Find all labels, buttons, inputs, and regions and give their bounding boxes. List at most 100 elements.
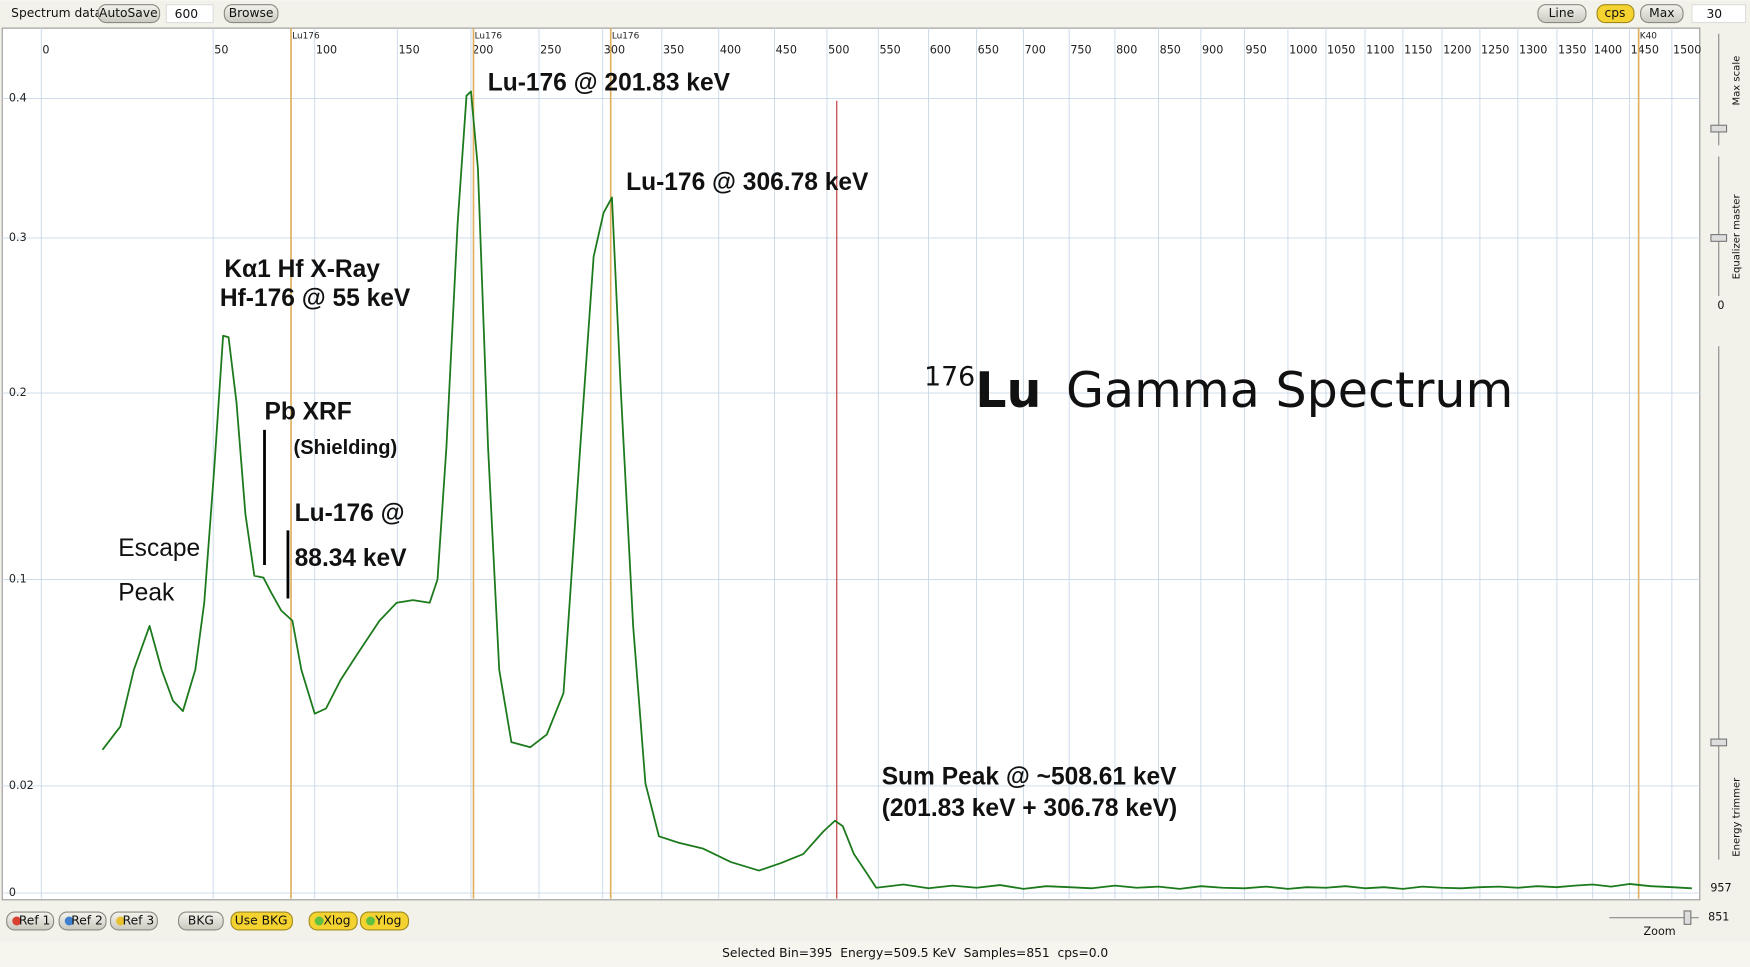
icon <box>12 916 22 926</box>
annotation: Escape <box>118 535 200 562</box>
x-tick-label: 1150 <box>1404 43 1432 56</box>
slider-thumb[interactable] <box>1710 738 1728 747</box>
slider-thumb[interactable] <box>1710 234 1728 242</box>
input-box[interactable] <box>165 4 214 24</box>
y-tick-label: 0.2 <box>9 386 27 399</box>
x-tick-label: 1250 <box>1481 43 1509 56</box>
x-tick-label: 1400 <box>1594 43 1622 56</box>
x-tick-label: 1100 <box>1366 43 1394 56</box>
use-bkg-button[interactable]: Use BKG <box>230 911 293 931</box>
annotation: Lu-176 @ 306.78 keV <box>626 169 869 196</box>
slider-thumb[interactable] <box>1710 124 1728 133</box>
title-text: Gamma Spectrum <box>1066 361 1513 419</box>
icon <box>64 916 74 926</box>
button-label: Ref 3 <box>123 914 155 928</box>
annotation: Sum Peak @ ~508.61 keV <box>882 764 1177 791</box>
toolbar-label: Spectrum data <box>11 6 102 20</box>
max-button[interactable]: Max <box>1640 4 1684 24</box>
annotation: (Shielding) <box>294 437 398 459</box>
browse-button[interactable]: Browse <box>223 4 279 24</box>
x-tick-label: 850 <box>1160 43 1181 56</box>
x-tick-label: 400 <box>720 43 741 56</box>
slider-value: 957 <box>1710 882 1731 895</box>
ref3-button[interactable]: Ref 3 <box>109 911 158 931</box>
button-label: Ref 1 <box>19 914 51 928</box>
annotation: Peak <box>118 579 175 606</box>
x-tick-label: 550 <box>879 43 900 56</box>
xlog-button[interactable]: Xlog <box>308 911 358 931</box>
slider-label: Energy trimmer <box>1732 777 1743 857</box>
annotation: Pb XRF <box>265 399 352 426</box>
x-tick-label: 700 <box>1025 43 1046 56</box>
x-tick-label: 1000 <box>1289 43 1317 56</box>
line-button[interactable]: Line <box>1537 4 1587 24</box>
status-bar <box>0 941 1750 967</box>
icon <box>366 916 375 926</box>
marker-label: Lu176 <box>612 31 640 41</box>
button-label: Ylog <box>374 914 401 928</box>
x-tick-label: 800 <box>1116 43 1137 56</box>
x-tick-label: 250 <box>540 43 561 56</box>
y-tick-label: 0.02 <box>9 779 34 792</box>
annotation: Lu-176 @ <box>295 500 405 527</box>
zoom-value: 851 <box>1708 911 1729 924</box>
x-tick-label: 50 <box>214 43 228 56</box>
samples-input: 600 <box>175 7 198 21</box>
button-label: Use BKG <box>235 914 288 928</box>
ref2-button[interactable]: Ref 2 <box>58 911 107 931</box>
marker-label: Lu176 <box>292 31 320 41</box>
x-tick-label: 650 <box>978 43 999 56</box>
x-tick-label: 1450 <box>1631 43 1659 56</box>
x-tick-label: 950 <box>1246 43 1267 56</box>
x-tick-label: 1500 <box>1673 43 1701 56</box>
icon <box>314 916 324 926</box>
annotation: 88.34 keV <box>295 545 408 572</box>
annotation: (201.83 keV + 306.78 keV) <box>882 795 1177 822</box>
button-label: Line <box>1549 6 1575 20</box>
spectrum-line <box>101 90 1692 890</box>
icon <box>116 916 125 926</box>
x-tick-label: 150 <box>398 43 419 56</box>
marker-label: Lu176 <box>475 31 503 41</box>
y-tick-label: 0.1 <box>9 572 27 585</box>
input-box[interactable] <box>1691 4 1747 24</box>
ref1-button[interactable]: Ref 1 <box>6 911 55 931</box>
x-tick-label: 300 <box>604 43 625 56</box>
zoom-label: Zoom <box>1644 925 1676 938</box>
x-tick-label: 750 <box>1070 43 1091 56</box>
bkg-button[interactable]: BKG <box>178 911 224 931</box>
marker-label: K40 <box>1640 31 1658 41</box>
chart-title: 176Lu Gamma Spectrum <box>924 361 1513 419</box>
x-tick-label: 1200 <box>1443 43 1471 56</box>
annotation: Hf-176 @ 55 keV <box>220 285 411 312</box>
slider-value: 0 <box>1717 299 1724 312</box>
autosave-button[interactable]: AutoSave <box>97 4 161 24</box>
x-tick-label: 0 <box>42 43 49 56</box>
x-tick-label: 900 <box>1202 43 1223 56</box>
plot: 0 50 100 150 200 250 300 350 400 450 500 550 600 650 7… <box>2 28 1701 899</box>
button-label: Max <box>1649 6 1674 20</box>
title-element: Lu <box>975 361 1041 419</box>
title-mass: 176 <box>924 361 975 392</box>
x-tick-label: 1350 <box>1558 43 1586 56</box>
button-label: Ref 2 <box>71 914 103 928</box>
button-label: cps <box>1604 6 1625 20</box>
x-tick-label: 450 <box>776 43 797 56</box>
button-label: AutoSave <box>99 6 158 20</box>
slider-label: Equalizer master <box>1732 194 1743 280</box>
y-tick-label: 0 <box>9 886 16 899</box>
ylog-button[interactable]: Ylog <box>359 911 410 931</box>
button-label: Xlog <box>323 914 350 928</box>
x-tick-label: 350 <box>663 43 684 56</box>
cps-button[interactable]: cps <box>1596 4 1635 24</box>
x-tick-label: 500 <box>828 43 849 56</box>
x-tick-label: 100 <box>316 43 337 56</box>
annotation: Lu-176 @ 201.83 keV <box>488 69 731 96</box>
x-tick-label: 1300 <box>1519 43 1547 56</box>
zoom-thumb[interactable] <box>1683 910 1692 925</box>
max-input: 30 <box>1706 7 1722 21</box>
annotation: Kα1 Hf X-Ray <box>224 256 380 283</box>
y-tick-label: 0.3 <box>9 231 27 244</box>
slider-label: Max scale <box>1732 56 1743 106</box>
